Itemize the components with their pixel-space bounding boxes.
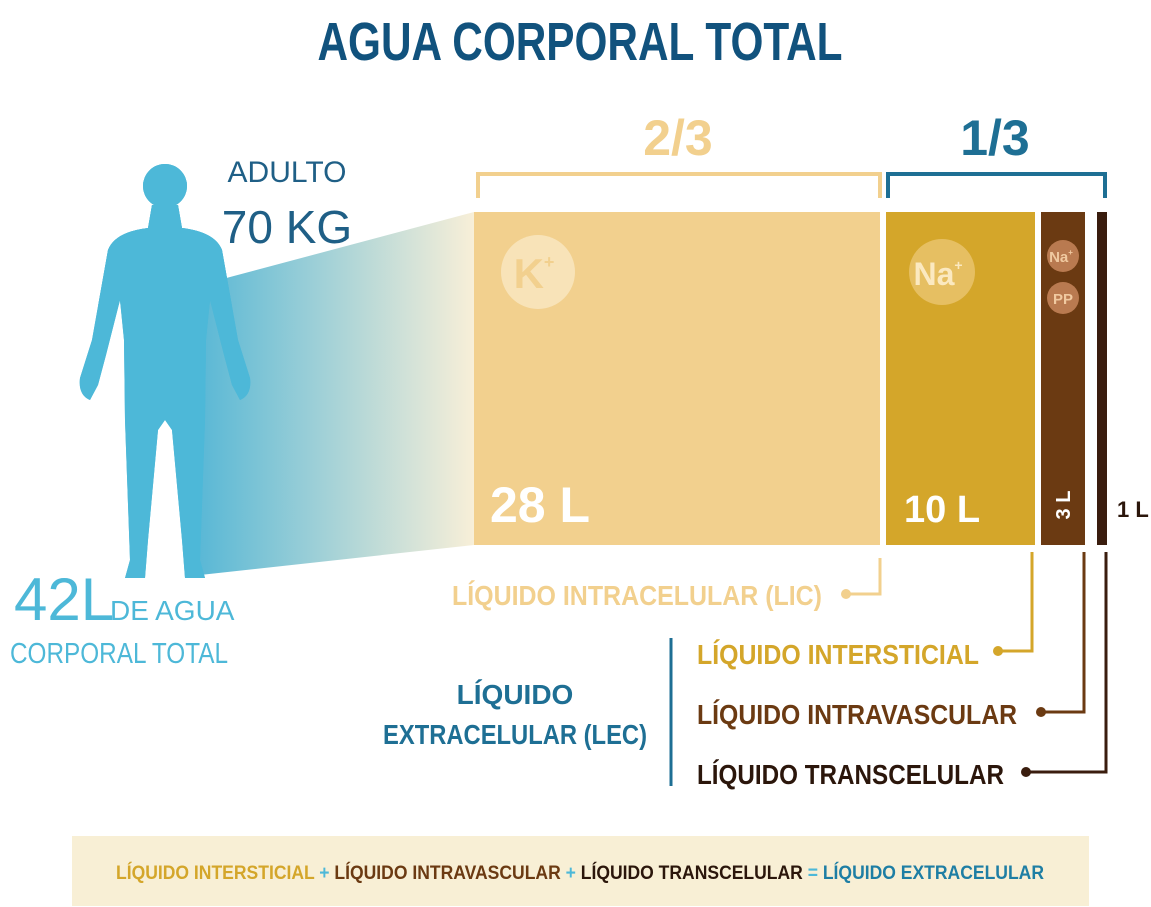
total-water-text: DE AGUA xyxy=(110,595,235,626)
label: LÍQUIDO TRANSCELULAR xyxy=(697,759,1004,790)
person-label: ADULTO xyxy=(228,156,347,189)
total-water: 42L xyxy=(14,566,114,633)
compartment xyxy=(1097,212,1107,545)
total-water-text: CORPORAL TOTAL xyxy=(10,638,228,670)
label: LÍQUIDO xyxy=(457,679,574,710)
footer: LÍQUIDO INTERSTICIAL + LÍQUIDO INTRAVASC… xyxy=(116,862,1044,884)
bracket xyxy=(888,174,1105,198)
person-weight: 70 KG xyxy=(222,201,352,253)
connector-dot xyxy=(1021,767,1031,777)
infographic: AGUA CORPORAL TOTAL #silhouette{fill:#4d… xyxy=(0,0,1151,907)
connector-dot xyxy=(993,646,1003,656)
volume: 1 L xyxy=(1117,497,1149,522)
fraction: 1/3 xyxy=(960,110,1030,166)
connector-dot xyxy=(841,589,851,599)
fraction: 2/3 xyxy=(643,110,713,166)
ion: PP xyxy=(1053,291,1073,308)
connector-dot xyxy=(1036,707,1046,717)
label: EXTRACELULAR (LEC) xyxy=(383,719,647,750)
volume: 10 L xyxy=(904,489,980,531)
label: LÍQUIDO INTRACELULAR (LIC) xyxy=(452,580,822,611)
label: LÍQUIDO INTRAVASCULAR xyxy=(697,699,1017,730)
volume: 3 L xyxy=(1053,491,1075,520)
bracket xyxy=(478,174,880,198)
label: LÍQUIDO INTERSTICIAL xyxy=(697,639,979,670)
title: AGUA CORPORAL TOTAL xyxy=(318,12,843,72)
volume: 28 L xyxy=(490,477,590,533)
